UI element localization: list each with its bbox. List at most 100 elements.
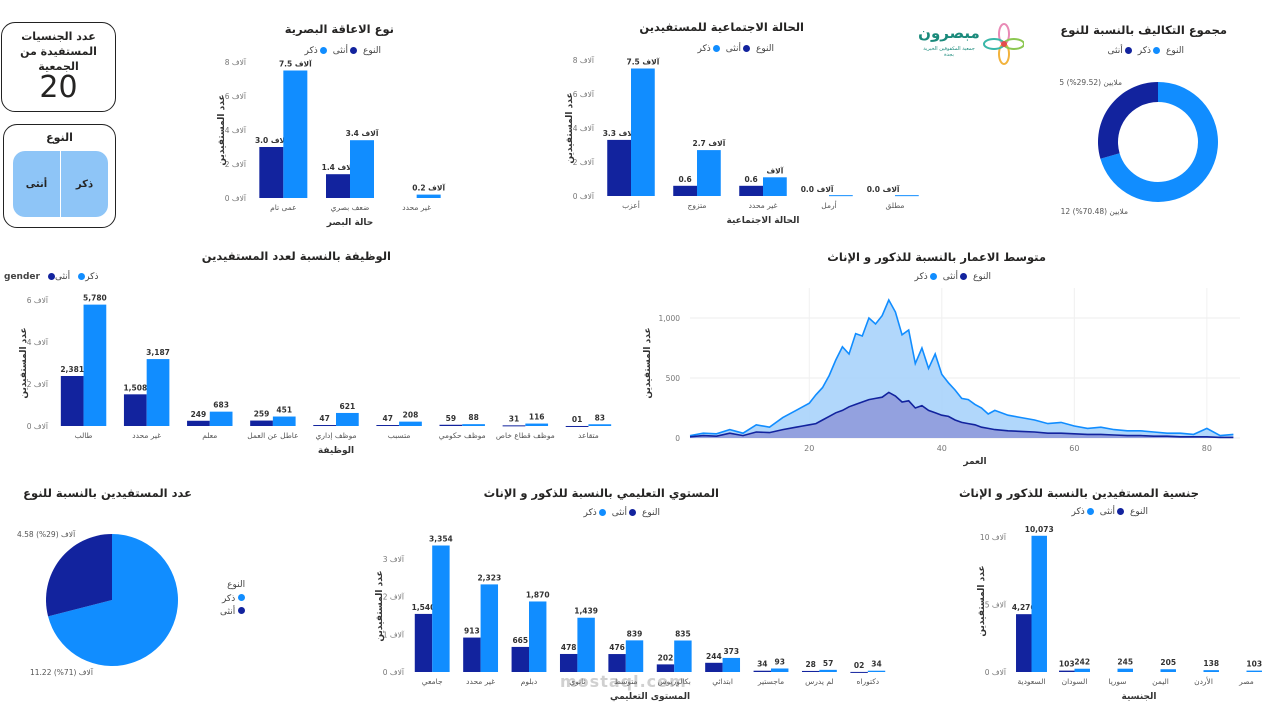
data-label: 1,439: [574, 607, 598, 616]
legend-item-male[interactable]: ذكر: [915, 272, 937, 282]
legend-item-male[interactable]: ذكر: [698, 44, 720, 54]
bar-female: [187, 420, 210, 426]
y-tick-label: 2 آلاف: [573, 157, 595, 167]
y-axis-title: عدد المستفيدين: [977, 565, 987, 636]
nationality-title: جنسية المستفيدين بالنسبة للذكور و الإناث: [958, 486, 1199, 500]
legend-item-female[interactable]: أنثى: [943, 272, 968, 282]
data-label: 28: [805, 660, 815, 669]
y-tick-label: 2 آلاف: [225, 159, 247, 169]
data-label: 245: [1117, 658, 1133, 667]
visual-impairment-title: نوع الاعاقة البصرية: [284, 22, 394, 36]
bar-female: [739, 185, 763, 196]
data-label: 665: [512, 636, 528, 645]
bar-female: [326, 174, 350, 198]
bar-female: [414, 613, 433, 672]
data-label: 373: [723, 647, 739, 656]
legend-label: النوع: [756, 44, 774, 54]
area-male: [690, 300, 1234, 438]
x-tick-label: طالب: [75, 431, 93, 440]
legend-item-female[interactable]: أنثى: [612, 508, 637, 518]
line-female: [689, 391, 1234, 439]
gender-slicer-card: النوع أنثى ذكر: [3, 124, 116, 228]
data-label: 3.3 آلاف: [603, 128, 636, 138]
bar-male: [1117, 668, 1133, 672]
area-female: [690, 392, 1234, 438]
kpi-value: 20: [39, 70, 78, 105]
x-tick-label: غير محدد: [749, 201, 778, 210]
data-label: 47: [319, 414, 329, 423]
legend-label: النوع: [973, 272, 991, 282]
legend-item-male[interactable]: ذكر: [1072, 507, 1094, 517]
x-tick-label: 80: [1202, 444, 1212, 453]
bar-male: [625, 640, 644, 672]
y-tick-label: 0 آلاف: [383, 667, 405, 677]
legend-item-male[interactable]: ذكر: [1138, 46, 1161, 56]
y-tick-label: 1,000: [659, 314, 681, 323]
data-label: 244: [706, 652, 722, 661]
plot-area: 0 آلاف 5 آلاف 10 آلاف عدد المستفيدين 4,276 10…: [977, 525, 1262, 702]
data-label: 913: [464, 627, 480, 636]
bar-female: [656, 664, 675, 672]
occupation-legend: gender أنثى ذكر: [4, 272, 98, 282]
pie-slice-female: [45, 534, 112, 617]
costs-title: مجموع التكاليف بالنسبة للنوع: [1060, 23, 1227, 37]
x-tick-label: معلم: [202, 431, 217, 440]
legend-item-male[interactable]: ذكر: [305, 46, 327, 56]
bar-male: [350, 140, 374, 198]
bar-female: [565, 425, 589, 427]
legend-item-male[interactable]: ذكر: [584, 508, 606, 518]
legend-item-male[interactable]: ذكر: [220, 594, 246, 604]
bar-male: [525, 423, 549, 426]
data-label: 205: [1160, 658, 1176, 667]
y-axis-title: عدد المستفيدين: [217, 94, 227, 165]
slice-label: 11.22 آلاف (71%): [30, 667, 94, 677]
y-tick-label: 0 آلاف: [225, 193, 247, 203]
legend-label: gender: [4, 272, 40, 282]
slicer-tile-female[interactable]: أنثى: [13, 151, 61, 217]
bar-female: [608, 654, 626, 672]
data-label: 5,780: [83, 294, 107, 303]
data-label: 2.7 آلاف: [692, 138, 725, 148]
legend-label: النوع: [363, 46, 381, 56]
x-tick-label: ماجستير: [757, 677, 784, 686]
legend-item-female[interactable]: أنثى: [46, 272, 70, 282]
bar-male: [763, 177, 787, 196]
y-tick-label: 5 آلاف: [985, 599, 1007, 609]
age-title: متوسط الاعمار بالنسبة للذكور و الإناث: [827, 250, 1046, 264]
y-tick-label: 4 آلاف: [225, 125, 247, 135]
x-tick-label: متسبب: [388, 431, 411, 440]
slicer-tile-male[interactable]: ذكر: [61, 151, 108, 217]
data-label: 0.0 آلاف: [801, 184, 834, 194]
data-label: 47: [383, 414, 393, 423]
legend-item-female[interactable]: أنثى: [333, 46, 358, 56]
data-label: 34: [757, 660, 767, 669]
logo-name: مبصرون: [918, 24, 980, 42]
data-label: 1,508: [123, 383, 147, 392]
x-tick-label: غير محدد: [466, 677, 495, 686]
bar-female: [60, 375, 84, 426]
bar-female: [250, 420, 273, 426]
x-axis-title: حالة البصر: [326, 218, 373, 228]
data-label: 0.6: [678, 175, 691, 184]
y-tick-label: 6 آلاف: [225, 91, 247, 101]
bar-male: [631, 68, 655, 196]
pie-slice-male: [48, 534, 178, 666]
legend-item-male[interactable]: ذكر: [76, 272, 98, 282]
bar-male: [480, 584, 499, 672]
bar-male: [1246, 670, 1262, 672]
x-axis-title: العمر: [962, 457, 986, 467]
legend-item-female[interactable]: أنثى: [220, 607, 246, 617]
x-tick-label: متقاعد: [578, 431, 599, 440]
legend-item-female[interactable]: أنثى: [726, 44, 751, 54]
legend-item-female[interactable]: أنثى: [1108, 46, 1132, 56]
x-tick-label: مطلق: [886, 201, 905, 210]
bar-male: [399, 421, 422, 426]
data-label: 59: [446, 414, 456, 423]
plot-area: 0 آلاف 2 آلاف 4 آلاف 6 آلاف عدد المستفيدين 2,…: [19, 294, 612, 456]
bar-male: [1160, 669, 1176, 672]
data-label: 476: [609, 643, 625, 652]
x-axis-title: الحالة الاجتماعية: [727, 216, 800, 226]
x-tick-label: موظف حكومي: [439, 431, 486, 440]
legend-item-female[interactable]: أنثى: [1100, 507, 1125, 517]
bar-female: [705, 662, 723, 672]
